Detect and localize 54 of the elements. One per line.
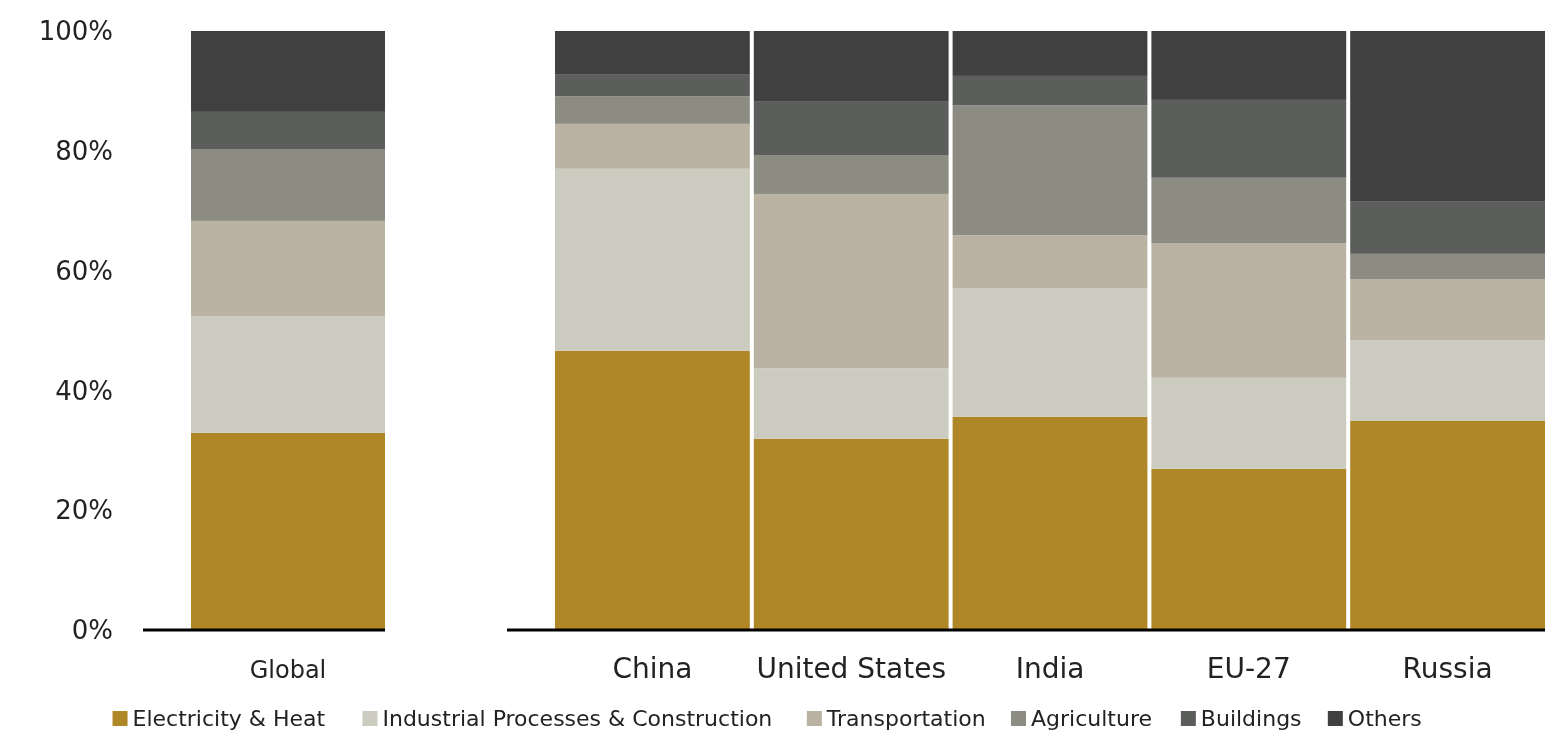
x-tick-label: China [612, 652, 693, 685]
y-tick-label: 60% [55, 255, 113, 286]
bar [1350, 420, 1545, 630]
bar [952, 235, 1148, 288]
bar [952, 105, 1148, 236]
legend-label: Industrial Processes & Construction [382, 706, 773, 731]
bar [555, 123, 750, 169]
bar [753, 31, 949, 102]
bar [1151, 99, 1347, 178]
x-tick-label: United States [756, 652, 946, 685]
legend-label: Electricity & Heat [132, 706, 326, 731]
bar [1151, 31, 1347, 100]
bar [1350, 201, 1545, 254]
legend-label: Buildings [1200, 706, 1302, 731]
bar [555, 350, 750, 630]
bar [1151, 177, 1347, 244]
legend-label: Others [1347, 706, 1422, 731]
bar [555, 96, 750, 124]
x-tick-label: Global [249, 656, 327, 684]
bar [1151, 243, 1347, 378]
bar [1350, 278, 1545, 341]
bar [1350, 253, 1545, 279]
y-tick-label: 80% [55, 135, 113, 166]
bar [191, 111, 385, 149]
bar [753, 438, 949, 630]
bar [753, 193, 949, 369]
bar [952, 31, 1148, 76]
bar [952, 416, 1148, 630]
x-tick-label: India [1015, 652, 1085, 685]
legend-label: Agriculture [1031, 706, 1153, 731]
bar [191, 220, 385, 317]
bar [753, 101, 949, 155]
bar [1350, 31, 1545, 202]
bar [753, 154, 949, 194]
bar [191, 432, 385, 630]
legend-label: Transportation [825, 706, 986, 731]
y-tick-label: 40% [55, 375, 113, 406]
y-tick-label: 0% [71, 615, 113, 646]
bar [753, 368, 949, 439]
bar [191, 31, 385, 112]
bar [191, 149, 385, 221]
bar [555, 74, 750, 97]
bar [555, 31, 750, 75]
bar [191, 316, 385, 433]
x-tick-label: EU-27 [1206, 652, 1291, 685]
bar [1151, 377, 1347, 469]
x-tick-label: Russia [1402, 652, 1493, 685]
bar [1350, 340, 1545, 421]
y-tick-label: 100% [38, 16, 113, 47]
bar [952, 75, 1148, 106]
bar [555, 168, 750, 351]
y-tick-label: 20% [55, 495, 113, 526]
bar [1151, 468, 1347, 630]
bar [952, 287, 1148, 417]
